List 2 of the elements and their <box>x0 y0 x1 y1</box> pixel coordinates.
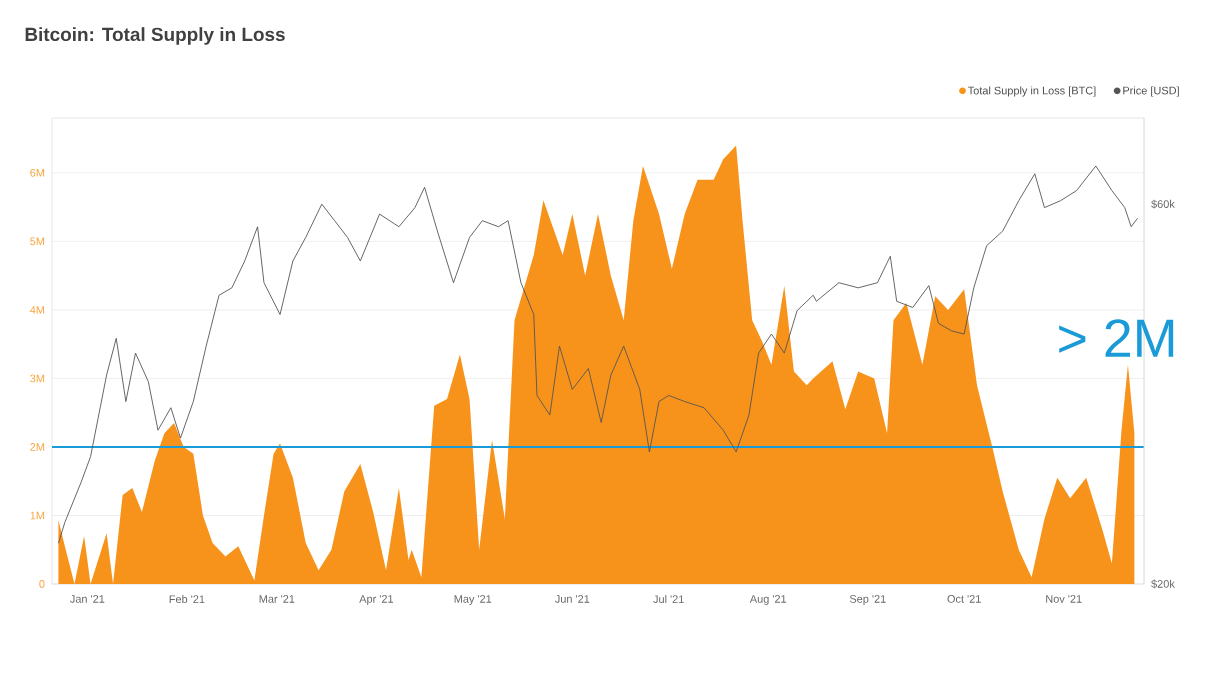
annotation: > 2M <box>1059 319 1174 357</box>
chart-title: Bitcoin: Total Supply in Loss <box>25 27 285 45</box>
